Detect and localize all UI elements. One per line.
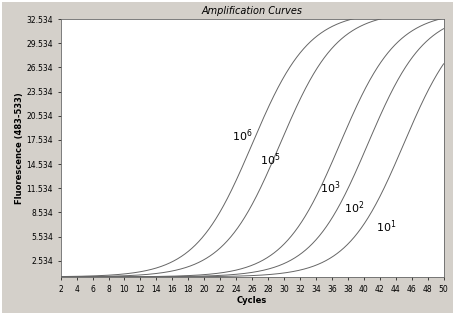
- X-axis label: Cycles: Cycles: [237, 296, 267, 305]
- Text: $10^2$: $10^2$: [344, 199, 364, 216]
- Text: $10^6$: $10^6$: [232, 127, 253, 143]
- Text: $10^5$: $10^5$: [260, 151, 281, 168]
- Y-axis label: Fluorescence (483-533): Fluorescence (483-533): [15, 92, 24, 204]
- Title: Amplification Curves: Amplification Curves: [202, 6, 303, 16]
- Text: $10^1$: $10^1$: [376, 218, 396, 235]
- Text: $10^3$: $10^3$: [320, 179, 340, 196]
